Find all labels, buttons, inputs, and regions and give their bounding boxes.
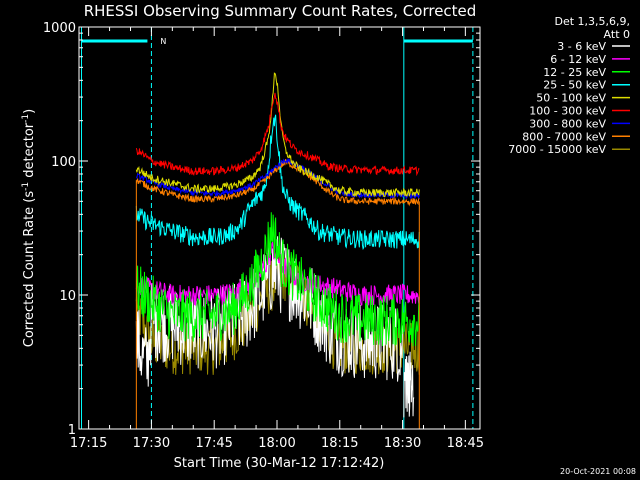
series-group xyxy=(135,72,420,429)
legend-label: 300 - 800 keV xyxy=(529,117,606,130)
legend-header-attenuator: Att 0 xyxy=(604,28,630,41)
legend-header-detectors: Det 1,3,5,6,9, xyxy=(554,15,630,28)
x-tick-label: 18:30 xyxy=(384,436,421,451)
x-axis-label: Start Time (30-Mar-12 17:12:42) xyxy=(174,456,385,471)
series-line-5 xyxy=(135,72,420,198)
night-saa-guides: N xyxy=(81,27,474,429)
legend-label: 7000 - 15000 keV xyxy=(508,143,606,156)
series-line-6 xyxy=(135,92,420,177)
night-bar-label: N xyxy=(160,37,166,46)
x-tick-label: 17:45 xyxy=(195,436,232,451)
legend-label: 100 - 300 keV xyxy=(529,105,606,118)
legend-label: 800 - 7000 keV xyxy=(522,130,606,143)
legend-label: 12 - 25 keV xyxy=(543,66,606,79)
series-line-3 xyxy=(135,212,420,347)
x-axis: 17:15 17:30 17:45 18:00 18:15 18:30 18:45 xyxy=(70,27,484,451)
legend-label: 50 - 100 keV xyxy=(536,92,606,105)
series-line-1 xyxy=(135,236,404,387)
chart-title: RHESSI Observing Summary Count Rates, Co… xyxy=(84,2,477,20)
plot-frame xyxy=(78,26,481,430)
y-tick-label: 100 xyxy=(51,155,76,170)
x-tick-label: 18:15 xyxy=(321,436,358,451)
y-axis: 1 10 100 1000 xyxy=(43,21,480,438)
x-tick-label: 17:15 xyxy=(70,436,107,451)
y-tick-label: 1000 xyxy=(43,21,76,36)
legend-label: 6 - 12 keV xyxy=(550,53,606,66)
y-tick-label: 10 xyxy=(59,289,76,304)
y-tick-label: 1 xyxy=(68,423,76,438)
legend-label: 3 - 6 keV xyxy=(557,40,606,53)
generated-timestamp: 20-Oct-2021 00:08 xyxy=(560,467,636,476)
legend-label: 25 - 50 keV xyxy=(543,79,606,92)
x-tick-label: 18:00 xyxy=(258,436,295,451)
y-axis-label: Corrected Count Rate (s-1 detector-1) xyxy=(21,109,37,347)
x-tick-label: 18:45 xyxy=(447,436,484,451)
series-line-4 xyxy=(135,114,420,251)
series-line-1-dropout xyxy=(403,351,415,418)
x-tick-label: 17:30 xyxy=(133,436,170,451)
